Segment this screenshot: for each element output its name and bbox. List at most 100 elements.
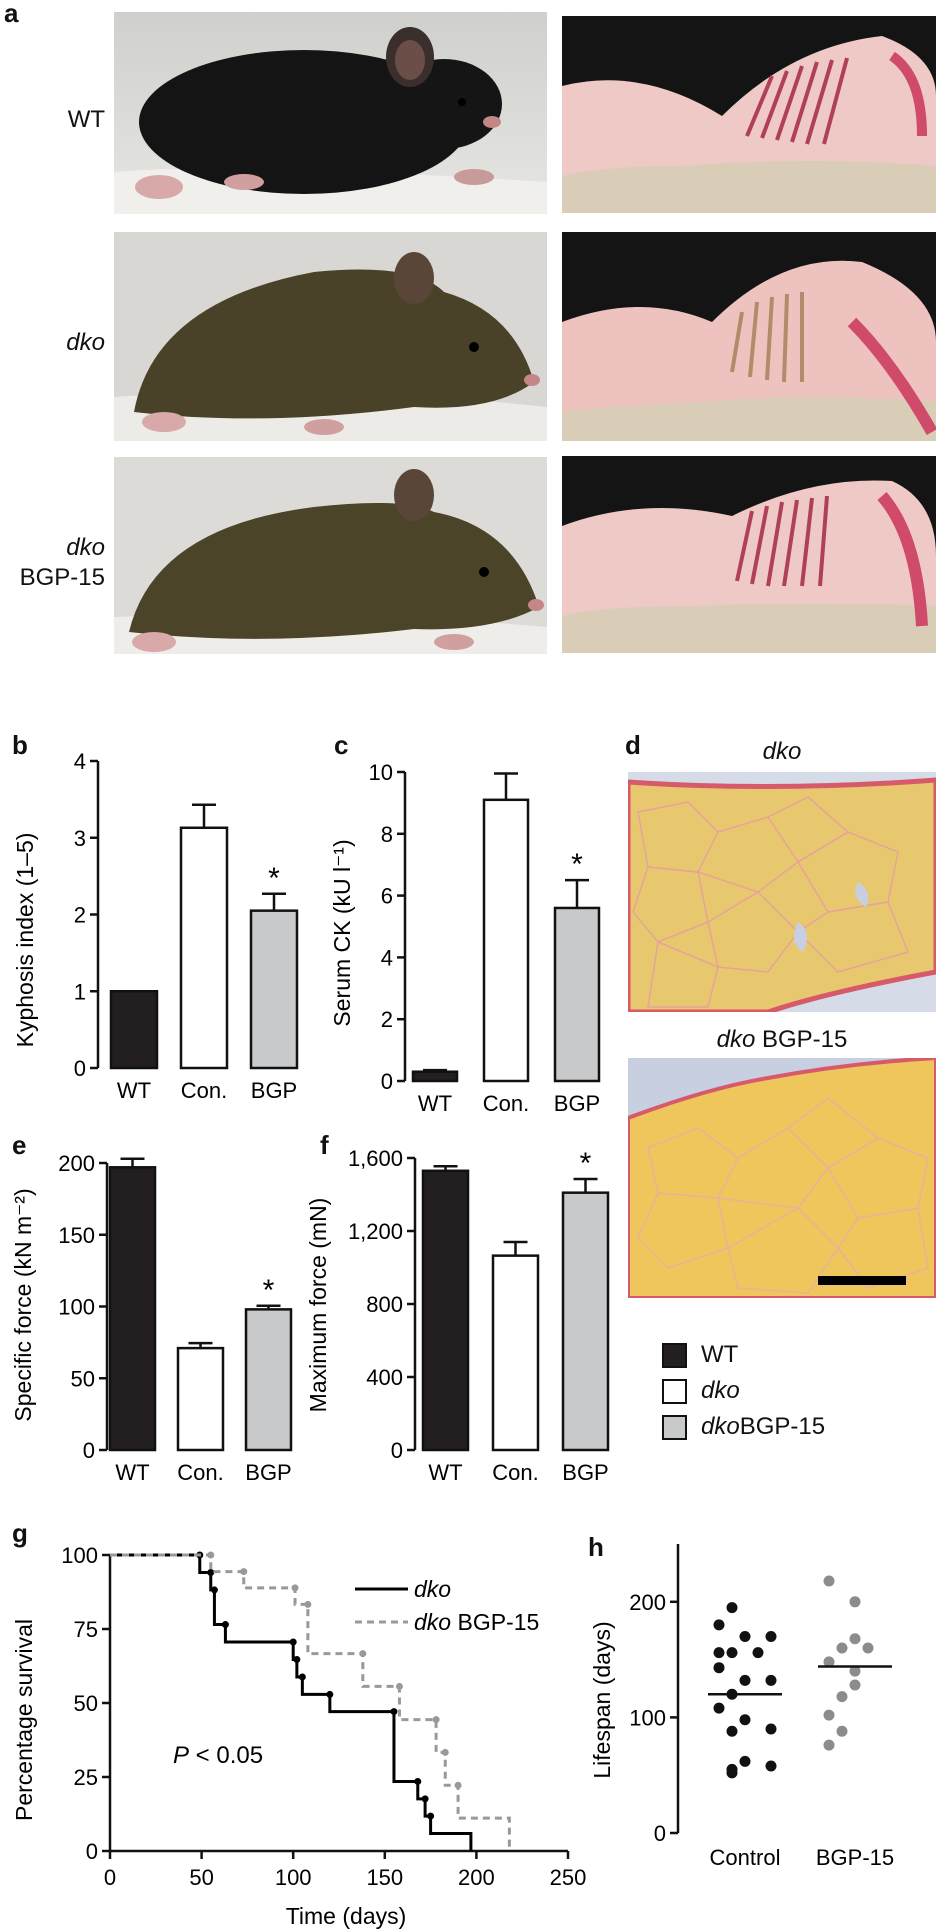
chart-e-ytick-label: 0 (83, 1438, 95, 1463)
chart-c-significance: * (571, 848, 583, 881)
chart-g-series-dko-censor-point (390, 1708, 398, 1716)
chart-c-bar (411, 1070, 459, 1083)
chart-g-ytick-label: 50 (74, 1691, 98, 1716)
legend-swatch-wt (662, 1342, 687, 1368)
panel-letter-a: a (4, 0, 19, 28)
chart-b-xtick-label: Con. (181, 1078, 227, 1103)
chart-e-ytick-label: 200 (58, 1151, 95, 1176)
chart-g-series-dko-bgp15-censor-point (432, 1716, 440, 1724)
chart-g: Percentage survival Time (days) P < 0.05… (11, 1543, 587, 1929)
chart-f-ytick-label: 1,200 (348, 1219, 403, 1244)
legend-item-dko-bgp15: dko BGP-15 (662, 1412, 825, 1442)
chart-e-significance: * (263, 1274, 275, 1307)
scale-bar (818, 1276, 906, 1285)
chart-f-plot: 0 400 800 1,200 1,600 WT Con. * BGP (348, 1146, 610, 1485)
chart-f-ytick-label: 800 (366, 1292, 403, 1317)
row-label-dko-bgp15: dko BGP-15 (19, 534, 105, 591)
chart-h-point-control (739, 1755, 751, 1767)
chart-g-ylabel: Percentage survival (11, 1619, 37, 1821)
histology-image-dko (628, 772, 936, 1012)
chart-f-bar (421, 1169, 470, 1452)
chart-g-series-dko-censor-point (326, 1690, 334, 1698)
chart-h-plot: 0 100 200 Control BGP-15 (629, 1544, 894, 1870)
chart-f-ytick-label: 0 (391, 1438, 403, 1463)
chart-g-xlabel: Time (days) (286, 1903, 407, 1929)
panel-letter-h: h (588, 1532, 604, 1562)
chart-g-ytick-label: 0 (86, 1839, 98, 1864)
chart-h-point-bgp15 (849, 1665, 861, 1677)
chart-c-plot: 0 2 4 6 8 10 WT Con. * BGP (369, 760, 601, 1115)
chart-e-bar (176, 1346, 225, 1452)
chart-h-point-bgp15 (849, 1596, 861, 1608)
chart-g-series-dko-bgp15-censor-point (395, 1682, 403, 1690)
chart-g-ytick-label: 75 (74, 1617, 98, 1642)
chart-g-series-dko-censor-point (221, 1621, 229, 1629)
photo-mouse-dko-bgp15 (114, 457, 547, 654)
chart-e-bar (108, 1166, 157, 1452)
row-label-wt: WT (67, 106, 105, 133)
chart-h-point-control (739, 1674, 751, 1686)
histology-image-dko-bgp15 (628, 1058, 936, 1298)
panel-letter-e: e (12, 1130, 27, 1160)
chart-h-point-control (726, 1602, 738, 1614)
chart-h-point-bgp15 (823, 1739, 835, 1751)
chart-h-point-control (726, 1647, 738, 1659)
photo-ribcage-wt (562, 16, 936, 213)
chart-g-xtick-label: 50 (189, 1865, 213, 1890)
histology-title-dko: dko (762, 738, 802, 765)
chart-h-point-control (713, 1662, 725, 1674)
chart-e-xtick-label: BGP (245, 1460, 291, 1485)
chart-h-ytick-label: 0 (654, 1821, 666, 1846)
chart-h: Lifespan (days) 0 100 200 Control BGP-15 (589, 1544, 894, 1870)
chart-e-ytick-label: 100 (58, 1295, 95, 1320)
photo-ribcage-dko-bgp15 (562, 456, 936, 653)
chart-b-ytick-label: 2 (74, 903, 86, 928)
chart-g-series-dko-censor-point (289, 1638, 297, 1646)
legend-item-dko: dko (662, 1376, 740, 1406)
chart-g-series-dko-bgp15-censor-point (359, 1650, 367, 1658)
photo-mouse-wt (114, 12, 547, 214)
chart-g-series-dko-bgp15-censor-point (291, 1584, 299, 1592)
chart-f-ylabel: Maximum force (mN) (308, 1198, 331, 1413)
chart-g-annotation: P < 0.05 (173, 1742, 263, 1769)
chart-c-ytick-label: 8 (381, 822, 393, 847)
chart-h-ytick-label: 200 (629, 1590, 666, 1615)
chart-c-xtick-label: WT (418, 1091, 452, 1115)
chart-b-ylabel: Kyphosis index (1–5) (12, 833, 38, 1048)
chart-h-point-control (726, 1725, 738, 1737)
chart-h-ytick-label: 100 (629, 1705, 666, 1730)
chart-c-xtick-label: Con. (483, 1091, 529, 1115)
chart-c-xtick-label: BGP (554, 1091, 600, 1115)
chart-b-xtick-label: BGP (251, 1078, 297, 1103)
chart-b-ytick-label: 3 (74, 826, 86, 851)
chart-h-point-control (713, 1702, 725, 1714)
chart-h-point-control (739, 1714, 751, 1726)
chart-g-xtick-label: 250 (550, 1865, 587, 1890)
chart-g-legend: dko dko BGP-15 (355, 1576, 539, 1635)
chart-f-ytick-label: 400 (366, 1365, 403, 1390)
chart-f-xtick-label: BGP (562, 1460, 608, 1485)
chart-b-bar (179, 826, 229, 1070)
chart-g-xtick-label: 100 (275, 1865, 312, 1890)
chart-h-point-control (765, 1674, 777, 1686)
chart-g-series-dko-censor-point (427, 1812, 435, 1820)
chart-e-xtick-label: Con. (177, 1460, 223, 1485)
chart-f-significance: * (580, 1147, 592, 1180)
legend-swatch-dko-bgp15 (662, 1414, 687, 1440)
chart-h-point-control (739, 1630, 751, 1642)
chart-e-plot: 0 50 100 150 200 WT Con. * BGP (58, 1151, 293, 1485)
chart-c-bar (482, 798, 530, 1083)
chart-h-point-control (765, 1723, 777, 1735)
chart-g-xtick-label: 200 (458, 1865, 495, 1890)
histology-title-dko-bgp15: dko BGP-15 (716, 1026, 848, 1053)
chart-b: Kyphosis index (1–5) 0 1 2 3 4 WT Con. * BGP (12, 749, 299, 1103)
chart-h-xtick-label: Control (710, 1845, 781, 1870)
panel-letter-b: b (12, 730, 28, 760)
chart-h-ylabel: Lifespan (days) (589, 1621, 615, 1778)
chart-b-ytick-label: 1 (74, 979, 86, 1004)
chart-e-bar (244, 1308, 293, 1452)
chart-g-series-dko-censor-point (207, 1568, 215, 1576)
chart-g-series-dko-censor-point (210, 1586, 218, 1594)
chart-c-ytick-label: 6 (381, 884, 393, 909)
chart-g-series-dko-censor-point (421, 1795, 429, 1803)
